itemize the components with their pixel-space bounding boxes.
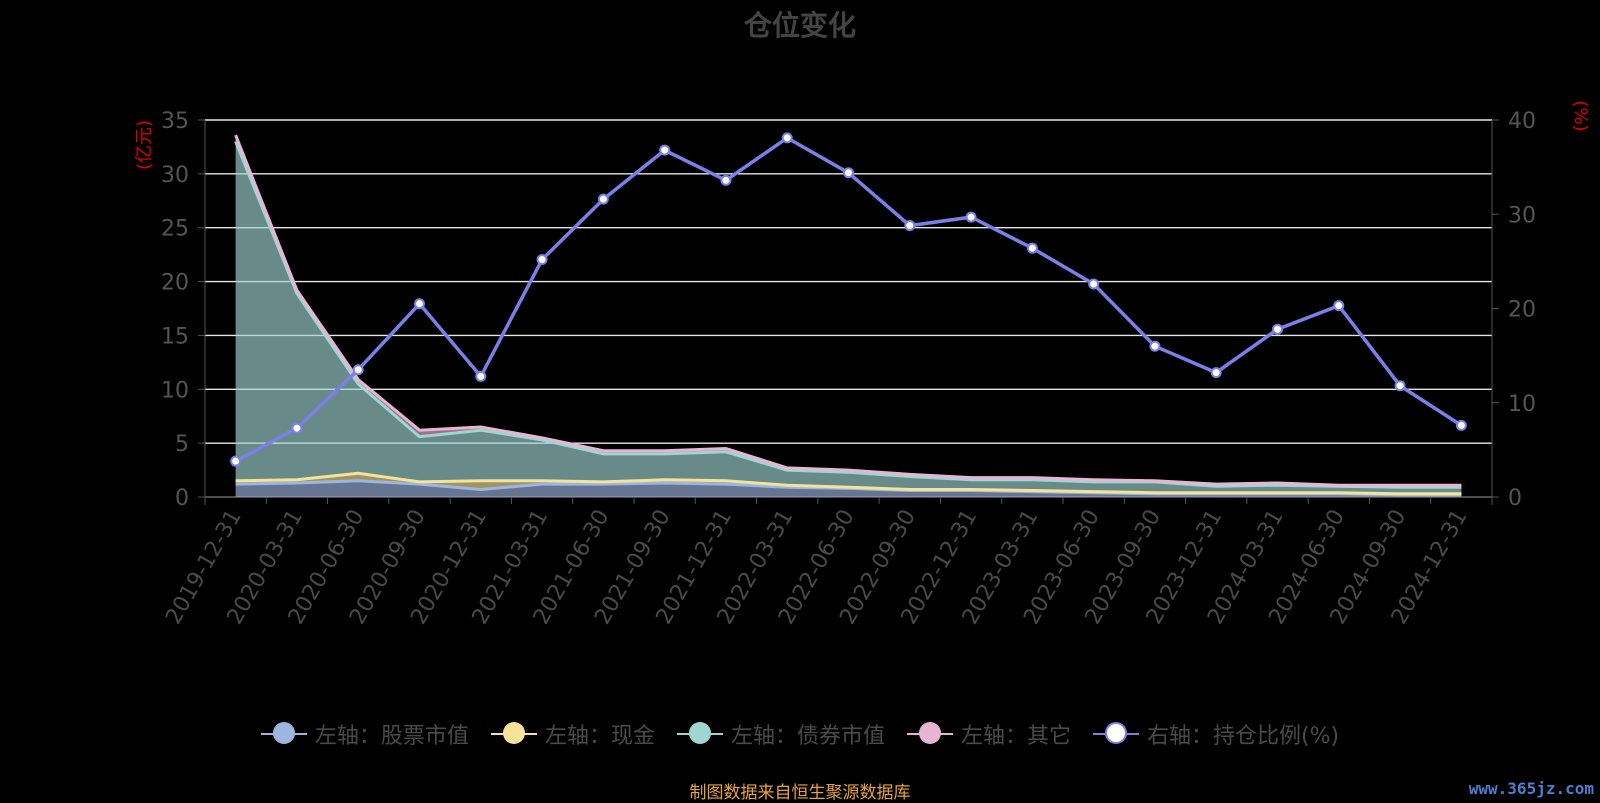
line-左轴：现金 <box>235 471 1462 496</box>
right-axis-tick-label: 10 <box>1508 392 1536 417</box>
ratio-point <box>965 211 977 223</box>
line-左轴：其它 <box>234 134 1462 487</box>
ratio-point <box>475 370 487 382</box>
ratio-point <box>352 364 364 376</box>
right-axis-tick-label: 0 <box>1508 486 1522 511</box>
chart-legend: 左轴：股票市值 左轴：现金 左轴：债券市值 左轴：其它 右轴：持仓比例(%) <box>0 718 1600 750</box>
legend-swatch-icon <box>676 721 723 747</box>
right-axis-tick-label: 40 <box>1508 109 1536 134</box>
chart-title: 仓位变化 <box>743 9 856 42</box>
ratio-points <box>230 132 1467 467</box>
legend-label: 左轴：股票市值 <box>314 724 469 749</box>
left-axis-unit-label: (亿元) <box>134 120 155 170</box>
area-左轴：其它 <box>235 135 1462 488</box>
area-左轴：债券市值 <box>235 141 1462 494</box>
ratio-point <box>1026 242 1038 254</box>
line-左轴：债券市值 <box>234 140 1462 489</box>
legend-label: 左轴：债券市值 <box>730 724 885 749</box>
legend-item[interactable]: 左轴：现金 <box>490 718 655 750</box>
ratio-point <box>843 167 854 179</box>
left-axis-tick-label: 30 <box>161 163 189 188</box>
right-axis-unit-label: (%) <box>1570 100 1591 131</box>
legend-swatch-icon <box>1092 721 1139 747</box>
legend-swatch-icon <box>260 721 307 747</box>
ratio-point <box>597 193 609 205</box>
left-axis-tick-label: 10 <box>161 378 189 403</box>
ratio-point <box>1333 300 1345 312</box>
ratio-point <box>291 422 303 434</box>
ratio-point <box>1149 340 1161 352</box>
legend-swatch-icon <box>906 721 953 747</box>
ratio-point <box>414 298 425 310</box>
axes: 051015202530350102030402019-12-312020-03… <box>161 109 1536 629</box>
site-watermark: www.365jz.com <box>1468 779 1594 798</box>
position-change-chart: 051015202530350102030402019-12-312020-03… <box>134 100 1591 629</box>
area-左轴：现金 <box>235 473 1462 495</box>
ratio-point <box>659 144 671 156</box>
legend-item[interactable]: 右轴：持仓比例(%) <box>1092 718 1340 750</box>
left-axis-tick-label: 25 <box>161 217 189 242</box>
ratio-point <box>1394 380 1406 392</box>
legend-label: 左轴：现金 <box>544 724 655 749</box>
left-axis-tick-label: 0 <box>175 486 189 511</box>
legend-label: 右轴：持仓比例(%) <box>1146 724 1340 749</box>
ratio-point <box>1210 367 1222 379</box>
ratio-point <box>1455 419 1467 431</box>
ratio-point <box>1272 323 1283 335</box>
ratio-point <box>720 174 732 186</box>
left-axis-tick-label: 35 <box>161 109 189 134</box>
data-source-note: 制图数据来自恒生聚源数据库 <box>689 783 911 803</box>
ratio-point <box>904 220 916 232</box>
right-axis-tick-label: 20 <box>1508 298 1536 323</box>
ratio-point <box>536 253 548 265</box>
legend-item[interactable]: 左轴：其它 <box>906 718 1071 750</box>
left-axis-tick-label: 5 <box>175 432 189 457</box>
left-axis-tick-label: 20 <box>161 271 189 296</box>
ratio-point <box>230 455 242 467</box>
left-axis-tick-label: 15 <box>161 324 189 349</box>
legend-item[interactable]: 左轴：股票市值 <box>260 718 469 750</box>
legend-label: 左轴：其它 <box>960 724 1071 749</box>
legend-swatch-icon <box>490 721 537 747</box>
ratio-point <box>781 132 793 144</box>
right-axis-tick-label: 30 <box>1508 203 1536 228</box>
legend-item[interactable]: 左轴：债券市值 <box>676 718 885 750</box>
ratio-point <box>1088 278 1100 290</box>
